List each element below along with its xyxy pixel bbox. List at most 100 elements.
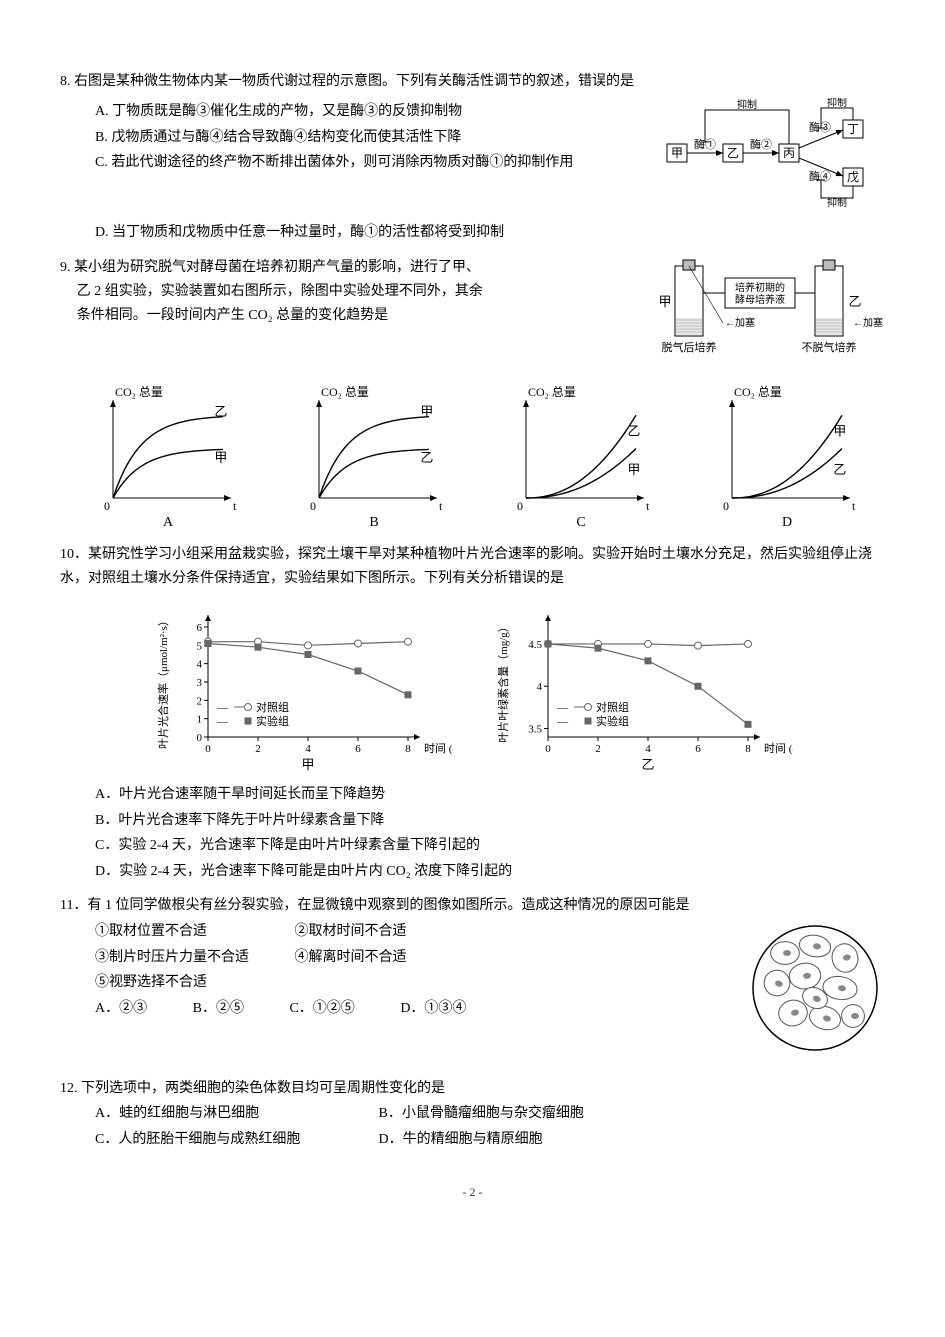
q12-opt-c: C．人的胚胎干细胞与成熟红细胞 bbox=[95, 1128, 375, 1152]
q8-opt-c: C. 若此代谢途径的终产物不断排出菌体外，则可消除丙物质对酶①的抑制作用 bbox=[95, 151, 665, 175]
question-9: 9. 某小组为研究脱气对酵母菌在培养初期产气量的影响，进行了甲、 乙 2 组实验… bbox=[60, 256, 885, 533]
q8-diagram: 甲酶①乙酶②丙酶③丁酶④戊抑制抑制抑制 bbox=[665, 98, 885, 217]
q10-chart-1: 024680123456叶片光合速率（μmol/m²·s）时间 (d)对照组实验… bbox=[153, 597, 453, 777]
q11-o3: ③制片时压片力量不合适 bbox=[95, 946, 291, 970]
svg-text:0: 0 bbox=[205, 743, 211, 755]
svg-text:←加塞: ←加塞 bbox=[853, 316, 883, 329]
svg-text:脱气后培养: 脱气后培养 bbox=[662, 340, 717, 354]
svg-text:2: 2 bbox=[595, 743, 601, 755]
svg-text:C: C bbox=[576, 515, 585, 530]
svg-text:0: 0 bbox=[104, 499, 110, 513]
q9-charts: 0tCO₂ 总量乙甲A 0tCO₂ 总量甲乙B 0tCO₂ 总量乙甲C 0tCO… bbox=[60, 383, 885, 533]
svg-text:4: 4 bbox=[645, 743, 651, 755]
svg-text:实验组: 实验组 bbox=[596, 714, 629, 728]
q9-stem-1: 9. 某小组为研究脱气对酵母菌在培养初期产气量的影响，进行了甲、 bbox=[60, 256, 655, 280]
svg-text:—: — bbox=[216, 716, 229, 728]
q12-opt-d: D．牛的精细胞与精原细胞 bbox=[379, 1132, 543, 1147]
q11-opt-c: C．①②⑤ bbox=[289, 997, 354, 1021]
svg-text:0: 0 bbox=[196, 732, 202, 744]
svg-text:6: 6 bbox=[695, 743, 701, 755]
svg-text:—: — bbox=[556, 702, 569, 714]
svg-text:CO₂ 总量: CO₂ 总量 bbox=[734, 385, 782, 399]
svg-text:B: B bbox=[370, 515, 379, 530]
svg-text:4: 4 bbox=[536, 681, 542, 693]
svg-text:酵母培养液: 酵母培养液 bbox=[735, 293, 785, 306]
svg-text:t: t bbox=[439, 499, 443, 513]
svg-text:A: A bbox=[163, 515, 174, 530]
svg-text:3: 3 bbox=[196, 677, 202, 689]
svg-text:D: D bbox=[782, 515, 792, 530]
q10-opt-d: D．实验 2-4 天，光合速率下降可能是由叶片内 CO₂ 浓度下降引起的 bbox=[95, 860, 885, 884]
svg-text:甲: 甲 bbox=[658, 294, 671, 309]
svg-text:甲: 甲 bbox=[627, 462, 640, 477]
svg-text:乙: 乙 bbox=[641, 757, 654, 772]
svg-text:酶②: 酶② bbox=[750, 138, 772, 151]
q10-opt-c: C．实验 2-4 天，光合速率下降是由叶片叶绿素含量下降引起的 bbox=[95, 834, 885, 858]
svg-text:丙: 丙 bbox=[783, 146, 795, 160]
svg-text:6: 6 bbox=[355, 743, 361, 755]
svg-text:CO₂ 总量: CO₂ 总量 bbox=[115, 385, 163, 399]
q9-stem-2: 乙 2 组实验，实验装置如右图所示，除图中实验处理不同外，其余 bbox=[60, 280, 655, 304]
svg-text:甲: 甲 bbox=[833, 424, 846, 439]
svg-text:戊: 戊 bbox=[847, 170, 859, 184]
svg-text:t: t bbox=[646, 499, 650, 513]
svg-text:2: 2 bbox=[196, 695, 202, 707]
q11-o2: ②取材时间不合适 bbox=[295, 924, 407, 939]
q8-opt-b: B. 戊物质通过与酶④结合导致酶④结构变化而使其活性下降 bbox=[95, 126, 665, 150]
svg-text:4: 4 bbox=[305, 743, 311, 755]
svg-text:0: 0 bbox=[517, 499, 523, 513]
svg-text:0: 0 bbox=[723, 499, 729, 513]
svg-text:乙: 乙 bbox=[214, 404, 227, 419]
question-10: 10．某研究性学习小组采用盆栽实验，探究土壤干旱对某种植物叶片光合速率的影响。实… bbox=[60, 543, 885, 884]
svg-text:甲: 甲 bbox=[214, 450, 227, 465]
svg-text:时间 (d): 时间 (d) bbox=[424, 742, 453, 755]
q9-chart-b: 0 t CO₂ 总量甲乙 B bbox=[284, 383, 454, 533]
svg-text:抑制: 抑制 bbox=[827, 98, 847, 109]
svg-text:乙: 乙 bbox=[421, 450, 434, 465]
q11-microscope-view bbox=[745, 918, 885, 1067]
q11-opt-b: B．②⑤ bbox=[193, 997, 244, 1021]
q8-stem: 8. 右图是某种微生物体内某一物质代谢过程的示意图。下列有关酶活性调节的叙述，错… bbox=[60, 70, 885, 94]
svg-text:1: 1 bbox=[196, 713, 202, 725]
q12-stem: 12. 下列选项中，两类细胞的染色体数目均可呈周期性变化的是 bbox=[60, 1077, 885, 1101]
svg-text:5: 5 bbox=[196, 640, 202, 652]
q11-stem: 11．有 1 位同学做根尖有丝分裂实验，在显微镜中观察到的图像如图所示。造成这种… bbox=[60, 894, 885, 918]
q10-chart-2: 024683.544.5叶片叶绿素含量（mg/g）时间 (d)对照组实验组乙—— bbox=[493, 597, 793, 777]
svg-text:丁: 丁 bbox=[847, 122, 859, 136]
svg-text:6: 6 bbox=[196, 622, 202, 634]
q8-opt-a: A. 丁物质既是酶③催化生成的产物，又是酶③的反馈抑制物 bbox=[95, 100, 665, 124]
svg-text:培养初期的: 培养初期的 bbox=[735, 281, 785, 294]
svg-text:实验组: 实验组 bbox=[256, 714, 289, 728]
q8-opt-d: D. 当丁物质和戊物质中任意一种过量时，酶①的活性都将受到抑制 bbox=[95, 221, 885, 245]
q11-opt-a: A．②③ bbox=[95, 997, 147, 1021]
svg-text:乙: 乙 bbox=[727, 146, 739, 160]
svg-text:t: t bbox=[852, 499, 856, 513]
svg-text:3.5: 3.5 bbox=[528, 723, 542, 735]
svg-text:甲: 甲 bbox=[671, 146, 683, 160]
svg-text:8: 8 bbox=[405, 743, 411, 755]
svg-text:0: 0 bbox=[310, 499, 316, 513]
svg-text:t: t bbox=[233, 499, 237, 513]
svg-text:对照组: 对照组 bbox=[596, 700, 629, 714]
svg-text:2: 2 bbox=[255, 743, 261, 755]
q12-opt-b: B．小鼠骨髓瘤细胞与杂交瘤细胞 bbox=[379, 1106, 584, 1121]
svg-text:对照组: 对照组 bbox=[256, 700, 289, 714]
q11-o5: ⑤视野选择不合适 bbox=[95, 971, 745, 995]
svg-text:4.5: 4.5 bbox=[528, 639, 542, 651]
svg-text:←加塞: ←加塞 bbox=[725, 316, 755, 329]
question-11: 11．有 1 位同学做根尖有丝分裂实验，在显微镜中观察到的图像如图所示。造成这种… bbox=[60, 894, 885, 1067]
svg-text:抑制: 抑制 bbox=[827, 196, 847, 208]
question-8: 8. 右图是某种微生物体内某一物质代谢过程的示意图。下列有关酶活性调节的叙述，错… bbox=[60, 70, 885, 246]
svg-text:甲: 甲 bbox=[421, 404, 434, 419]
q11-opt-d: D．①③④ bbox=[400, 997, 466, 1021]
svg-text:—: — bbox=[216, 702, 229, 714]
svg-text:CO₂ 总量: CO₂ 总量 bbox=[528, 385, 576, 399]
svg-text:抑制: 抑制 bbox=[737, 98, 757, 111]
q9-chart-a: 0 t CO₂ 总量乙甲 A bbox=[78, 383, 248, 533]
svg-text:—: — bbox=[556, 716, 569, 728]
svg-text:不脱气培养: 不脱气培养 bbox=[802, 340, 857, 354]
q11-o4: ④解离时间不合适 bbox=[295, 950, 407, 965]
svg-text:CO₂ 总量: CO₂ 总量 bbox=[321, 385, 369, 399]
q12-opt-a: A．蛙的红细胞与淋巴细胞 bbox=[95, 1102, 375, 1126]
svg-text:乙: 乙 bbox=[848, 294, 861, 309]
